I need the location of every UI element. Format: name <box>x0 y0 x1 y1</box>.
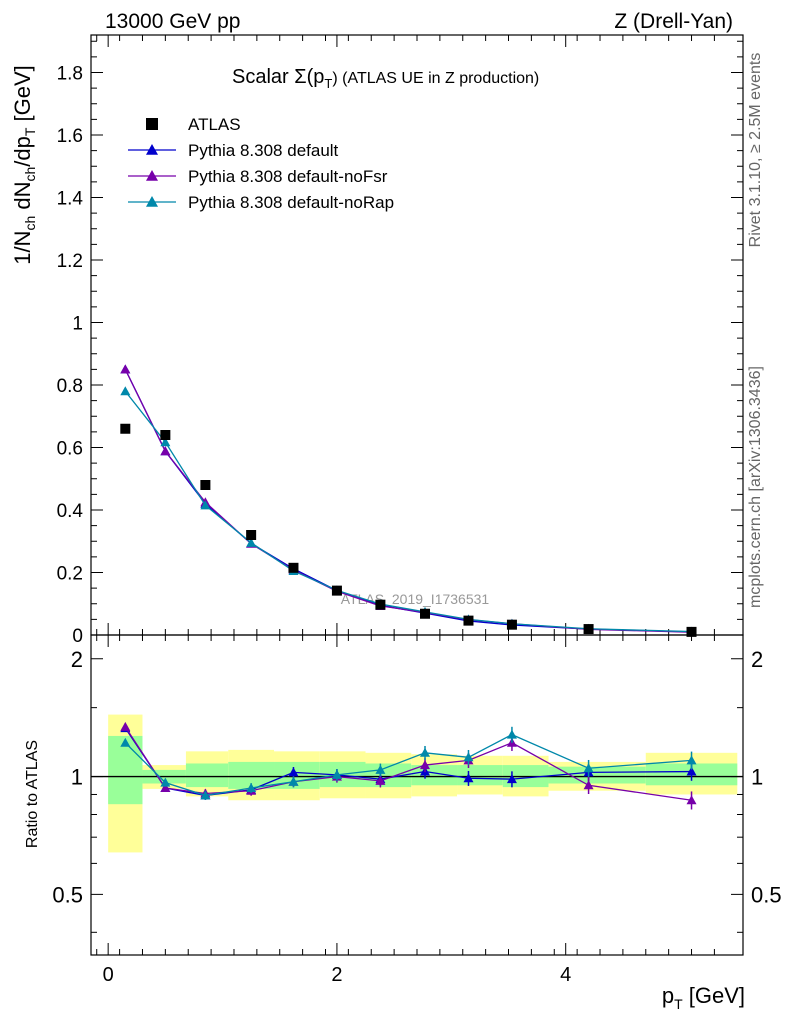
data-point <box>506 619 517 630</box>
ratio-marker-series-2 <box>331 769 342 779</box>
ratio-tick-label-right: 1 <box>751 765 763 790</box>
ratio-marker-series-0 <box>686 766 697 776</box>
main-marker-series-2 <box>120 386 131 396</box>
ratio-marker-series-0 <box>288 767 299 777</box>
ratio-marker-series-0 <box>506 774 517 784</box>
ratio-marker-series-2 <box>463 752 474 762</box>
ratio-band-green-2 <box>185 763 229 788</box>
ratio-marker-series-0 <box>463 773 474 783</box>
legend-marker-atlas <box>146 118 158 130</box>
data-point <box>420 608 431 619</box>
legend-label-2: Pythia 8.308 default-noRap <box>188 193 394 212</box>
data-point <box>246 530 257 540</box>
ratio-marker-series-2 <box>120 737 131 747</box>
x-axis-title: pT [GeV] <box>662 983 745 1012</box>
ratio-marker-series-2 <box>200 790 211 800</box>
y-tick-label: 0.2 <box>57 564 83 585</box>
ratio-marker-series-2 <box>246 782 257 792</box>
y-tick-label: 0.4 <box>57 501 84 522</box>
main-series <box>120 364 697 637</box>
chart-title: Scalar Σ(pT) (ATLAS UE in Z production) <box>232 66 539 91</box>
ratio-tick-label-right: 2 <box>751 647 763 672</box>
y-tick-label: 0 <box>72 626 83 647</box>
legend-marker-2 <box>146 196 158 207</box>
y-tick-label: 1.8 <box>57 64 83 85</box>
ratio-marker-series-1 <box>420 760 431 770</box>
data-point <box>463 615 474 626</box>
ratio-marker-series-1 <box>160 782 171 792</box>
header-process: Z (Drell-Yan) <box>614 10 733 33</box>
ratio-marker-series-1 <box>375 775 386 785</box>
data-point <box>583 624 594 635</box>
ratio-uncertainty-bands <box>108 714 738 853</box>
rivet-label: Rivet 3.1.10, ≥ 2.5M events <box>747 53 764 248</box>
ratio-tick-label-left: 2 <box>71 647 83 672</box>
legend-label-1: Pythia 8.308 default-noFsr <box>188 167 388 186</box>
header-energy: 13000 GeV pp <box>105 10 240 33</box>
legend-label-atlas: ATLAS <box>188 115 241 134</box>
ratio-marker-series-2 <box>288 776 299 786</box>
legend-marker-1 <box>146 170 158 181</box>
ratio-band-green-0 <box>108 735 143 805</box>
y-tick-label: 1.6 <box>57 126 83 147</box>
ratio-line-series-0 <box>124 727 692 797</box>
data-point <box>160 430 171 440</box>
main-marker-series-2 <box>160 437 171 447</box>
ratio-marker-series-2 <box>420 747 431 757</box>
legend-marker-0 <box>146 144 158 155</box>
ratio-line-series-2 <box>124 733 692 797</box>
data-point <box>375 599 386 610</box>
data-point <box>120 423 131 434</box>
ratio-marker-series-2 <box>160 777 171 787</box>
ratio-marker-series-1 <box>120 721 131 731</box>
ratio-tick-label-left: 0.5 <box>52 882 83 907</box>
x-tick-label: 2 <box>331 964 342 986</box>
y-tick-label: 1 <box>72 314 83 335</box>
y-tick-label: 0.8 <box>57 376 83 397</box>
ratio-tick-label-left: 1 <box>71 765 83 790</box>
ratio-band-green-10 <box>548 766 646 784</box>
data-point <box>686 626 697 637</box>
mcplots-label: mcplots.cern.ch [arXiv:1306.3436] <box>747 366 764 608</box>
ratio-tick-label-right: 0.5 <box>751 882 782 907</box>
ratio-series <box>120 721 697 810</box>
data-point <box>200 480 211 490</box>
axis-ticks: 0 2 400.20.40.60.811.21.41.61.80.5 0.51 12 2 <box>52 35 782 986</box>
x-tick-label: 0 <box>103 964 114 986</box>
legend: ATLAS Pythia 8.308 default Pythia 8.308 de… <box>128 115 394 212</box>
ratio-marker-series-2 <box>375 764 386 774</box>
ratio-band-green-7 <box>411 765 458 786</box>
ratio-marker-series-2 <box>506 729 517 739</box>
y-tick-label: 0.6 <box>57 439 83 460</box>
y-axis-title: 1/Nch dNch/dpT [GeV] <box>10 65 38 265</box>
ratio-axis-title: Ratio to ATLAS <box>24 740 41 848</box>
main-marker-series-2 <box>200 500 211 510</box>
x-tick-label: 4 <box>560 964 571 986</box>
y-tick-label: 1.2 <box>57 251 83 272</box>
y-tick-label: 1.4 <box>57 189 84 210</box>
data-point <box>288 562 299 573</box>
ratio-marker-series-2 <box>583 763 594 773</box>
ratio-marker-series-1 <box>686 795 697 805</box>
legend-label-0: Pythia 8.308 default <box>188 141 339 160</box>
main-line-series-2 <box>124 390 692 633</box>
ratio-marker-series-2 <box>686 755 697 765</box>
main-marker-series-1 <box>160 446 171 456</box>
ratio-marker-series-1 <box>583 780 594 790</box>
main-marker-series-1 <box>120 364 131 374</box>
main-marker-series-2 <box>246 537 257 547</box>
data-point <box>331 585 342 596</box>
